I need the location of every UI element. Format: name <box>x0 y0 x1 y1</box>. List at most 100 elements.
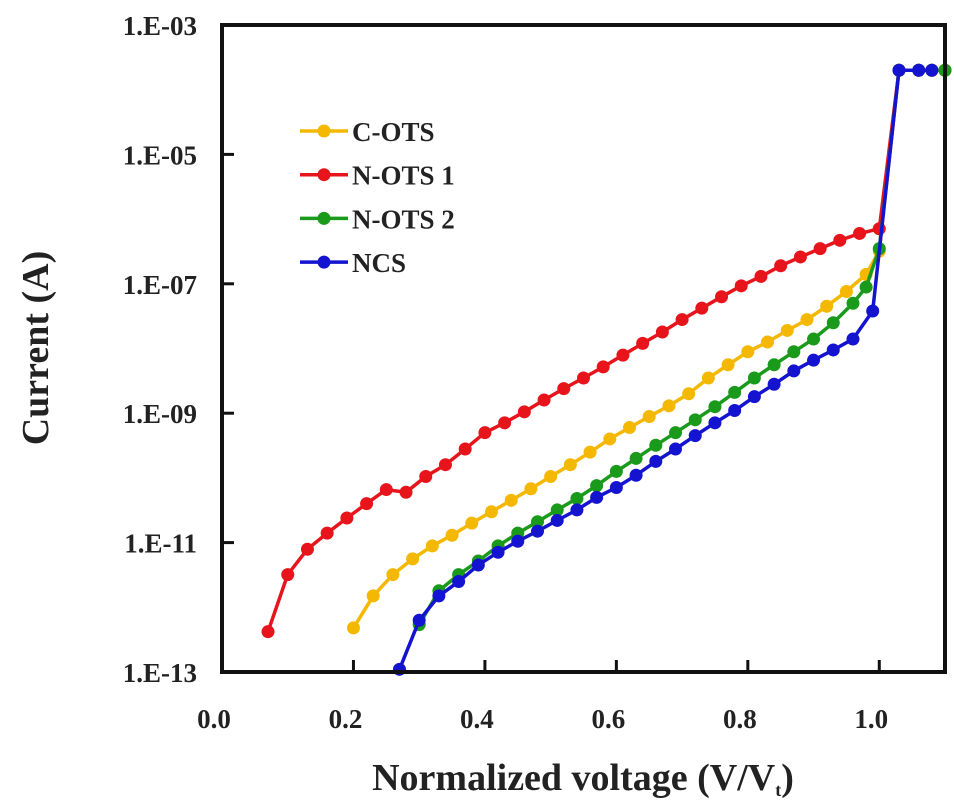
data-point <box>419 470 433 484</box>
data-point <box>452 575 466 589</box>
data-point <box>557 382 571 396</box>
data-point <box>820 299 834 313</box>
x-axis-label-main: Normalized voltage (V/V <box>372 757 776 799</box>
data-point <box>655 325 669 339</box>
data-point <box>570 503 584 517</box>
legend-swatch-marker <box>317 211 331 225</box>
data-point <box>787 345 801 359</box>
legend-label: NCS <box>352 248 406 278</box>
data-point <box>340 511 354 525</box>
legend-item: NCS <box>300 248 406 278</box>
y-tick-label: 1.E-03 <box>123 11 197 41</box>
data-point <box>616 348 630 362</box>
data-point <box>682 387 696 401</box>
x-tick-label: 0.6 <box>591 704 625 734</box>
data-point <box>853 226 867 240</box>
data-point <box>504 493 518 507</box>
y-tick-label: 1.E-09 <box>123 399 197 429</box>
data-point <box>524 482 538 496</box>
legend-item: C-OTS <box>300 117 435 147</box>
data-point <box>629 451 643 465</box>
data-point <box>925 63 939 77</box>
data-point <box>537 393 551 407</box>
data-point <box>912 63 926 77</box>
legend-label: C-OTS <box>352 117 435 147</box>
data-point <box>281 568 295 582</box>
data-point <box>603 432 617 446</box>
series-n-ots-1 <box>261 63 952 639</box>
data-point <box>360 497 374 511</box>
data-point <box>642 409 656 423</box>
y-tick-label: 1.E-05 <box>123 140 197 170</box>
y-tick-label: 1.E-11 <box>124 529 197 559</box>
data-point <box>708 400 722 414</box>
data-point <box>787 364 801 378</box>
data-point <box>498 416 512 430</box>
data-point <box>583 445 597 459</box>
data-point <box>346 621 360 635</box>
data-point <box>708 416 722 430</box>
data-point <box>478 426 492 440</box>
x-axis-label-close: ) <box>781 757 794 799</box>
legend-swatch-marker <box>317 168 331 182</box>
data-point <box>662 399 676 413</box>
data-point <box>741 345 755 359</box>
x-axis-label-subscript: t <box>775 780 781 800</box>
data-point <box>517 405 531 419</box>
data-point <box>669 426 683 440</box>
data-point <box>747 371 761 385</box>
data-point <box>649 454 663 468</box>
data-point <box>530 524 544 538</box>
data-point <box>761 335 775 349</box>
legend-item: N-OTS 1 <box>300 161 455 191</box>
legend-label: N-OTS 2 <box>352 204 455 234</box>
data-point <box>721 358 735 372</box>
data-point <box>669 442 683 456</box>
data-point <box>471 558 485 572</box>
data-point <box>839 285 853 299</box>
series-line <box>352 68 945 629</box>
data-point <box>675 313 689 327</box>
legend-swatch-marker <box>317 124 331 138</box>
data-point <box>261 625 275 639</box>
x-tick-label: 0.2 <box>329 704 363 734</box>
data-point <box>728 404 742 418</box>
data-point <box>320 526 334 540</box>
plot-marks <box>261 63 952 676</box>
series-line <box>266 68 945 633</box>
data-point <box>688 413 702 427</box>
data-point <box>399 485 413 499</box>
y-axis-label: Current (A) <box>15 251 57 446</box>
data-point <box>465 516 479 530</box>
data-point <box>412 613 426 627</box>
data-point <box>438 458 452 472</box>
data-point <box>767 358 781 372</box>
series-c-ots <box>346 63 952 635</box>
data-point <box>379 483 393 497</box>
data-point <box>609 464 623 478</box>
data-point <box>590 490 604 504</box>
data-point <box>846 296 860 310</box>
data-point <box>511 534 525 548</box>
data-point <box>747 390 761 404</box>
data-point <box>550 503 564 517</box>
data-point <box>767 377 781 391</box>
data-point <box>406 552 420 566</box>
data-point <box>563 458 577 472</box>
data-point <box>629 468 643 482</box>
data-point <box>813 242 827 256</box>
data-point <box>807 353 821 367</box>
data-point <box>445 528 459 542</box>
data-point <box>530 515 544 529</box>
axis-ticks: 0.0 0.2 0.4 0.6 0.8 1.0 1.E-03 1.E-05 1.E-07 1.E-… <box>123 11 888 734</box>
data-point <box>425 539 439 553</box>
data-point <box>386 568 400 582</box>
plot-frame <box>220 23 947 674</box>
legend-item: N-OTS 2 <box>300 204 455 234</box>
legend-label: N-OTS 1 <box>352 161 455 191</box>
data-point <box>800 313 814 327</box>
data-point <box>636 336 650 350</box>
legend: C-OTS N-OTS 1 N-OTS 2 NCS <box>300 117 455 278</box>
data-point <box>649 438 663 452</box>
data-point <box>774 259 788 273</box>
